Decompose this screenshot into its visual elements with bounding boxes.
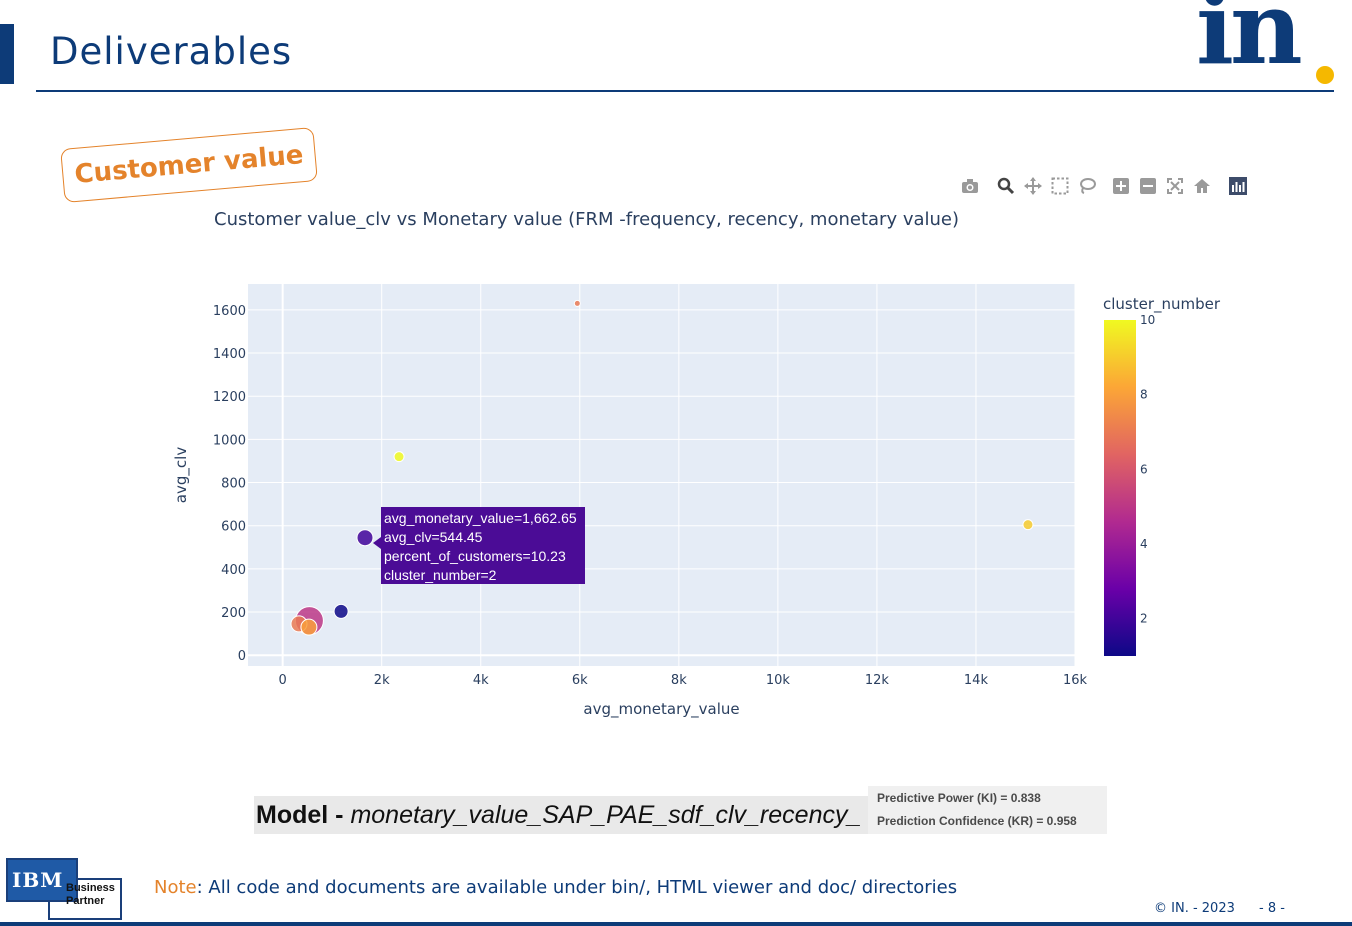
stamp-label: Customer value <box>73 140 305 190</box>
plot-area <box>248 284 1075 666</box>
chart-modebar <box>958 174 1258 198</box>
y-tick-label: 1200 <box>213 390 246 405</box>
ibm-business-partner-badge: IBM Business Partner <box>6 858 122 920</box>
model-name: monetary_value_SAP_PAE_sdf_clv_recency_ <box>350 801 862 829</box>
colorbar-tick-label: 4 <box>1140 537 1148 551</box>
note-text: : All code and documents are available u… <box>196 877 958 898</box>
hover-tooltip: avg_monetary_value=1,662.65 avg_clv=544.… <box>373 507 585 584</box>
footer-copyright: © IN. - 2023 <box>1154 901 1235 916</box>
tooltip-line-monetary: avg_monetary_value=1,662.65 <box>384 510 577 526</box>
badge-text: Business Partner <box>66 882 115 908</box>
colorbar-tick-label: 10 <box>1140 313 1155 327</box>
lasso-select-icon[interactable] <box>1075 174 1099 198</box>
x-tick-label: 12k <box>865 673 890 688</box>
reset-axes-icon[interactable] <box>1190 174 1214 198</box>
note-lead: Note <box>154 877 197 898</box>
title-accent-bar <box>0 24 14 84</box>
model-prefix: Model - <box>256 801 351 829</box>
badge-line-2: Partner <box>66 895 105 907</box>
x-axis-title: avg_monetary_value <box>583 700 739 719</box>
tooltip-line-cluster: cluster_number=2 <box>384 567 497 583</box>
zoom-icon[interactable] <box>994 174 1018 198</box>
y-tick-label: 600 <box>221 520 246 535</box>
scatter-point <box>573 299 581 307</box>
x-tick-label: 10k <box>766 673 791 688</box>
scatter-point <box>356 529 374 547</box>
x-tick-label: 6k <box>572 673 588 688</box>
chart-title: Customer value_clv vs Monetary value (FR… <box>214 209 960 230</box>
badge-line-1: Business <box>66 882 115 894</box>
customer-value-stamp: Customer value <box>60 127 318 203</box>
tooltip-line-clv: avg_clv=544.45 <box>384 529 483 545</box>
y-axis-title: avg_clv <box>172 447 191 504</box>
tooltip-arrow <box>373 537 381 549</box>
zoom-out-icon[interactable] <box>1136 174 1160 198</box>
scatter-point <box>300 618 318 636</box>
x-tick-label: 4k <box>473 673 489 688</box>
box-select-icon[interactable] <box>1048 174 1072 198</box>
x-tick-label: 0 <box>279 673 287 688</box>
pan-icon[interactable] <box>1021 174 1045 198</box>
predictive-power: Predictive Power (KI) = 0.838 <box>877 791 1041 805</box>
scatter-point <box>393 451 405 463</box>
y-tick-label: 1000 <box>213 433 246 448</box>
x-tick-label: 8k <box>671 673 687 688</box>
scatter-point <box>333 603 349 619</box>
y-tick-label: 200 <box>221 606 246 621</box>
model-label: Model - monetary_value_SAP_PAE_sdf_clv_r… <box>254 796 874 834</box>
footer-note: Note: All code and documents are availab… <box>154 877 957 898</box>
colorbar <box>1104 320 1136 656</box>
y-tick-label: 1400 <box>213 347 246 362</box>
x-tick-label: 16k <box>1063 673 1088 688</box>
zoom-in-icon[interactable] <box>1109 174 1133 198</box>
bottom-rule <box>0 922 1352 926</box>
camera-icon[interactable] <box>958 174 982 198</box>
title-divider <box>36 90 1334 92</box>
y-tick-label: 400 <box>221 563 246 578</box>
company-logo: in <box>1196 0 1344 92</box>
y-tick-label: 0 <box>238 649 246 664</box>
colorbar-tick-label: 2 <box>1140 612 1148 626</box>
colorbar-tick-label: 8 <box>1140 388 1148 402</box>
colorbar-title: cluster_number <box>1103 295 1221 314</box>
page-title: Deliverables <box>50 30 293 73</box>
y-tick-label: 1600 <box>213 304 246 319</box>
logo-dot <box>1316 66 1334 84</box>
y-tick-label: 800 <box>221 477 246 492</box>
colorbar-tick-label: 6 <box>1140 462 1148 476</box>
x-tick-label: 14k <box>964 673 989 688</box>
ibm-logo: IBM <box>6 858 78 902</box>
model-banner: Model - monetary_value_SAP_PAE_sdf_clv_r… <box>254 786 1107 834</box>
footer-page-number: - 8 - <box>1259 901 1285 916</box>
plotly-logo-icon[interactable] <box>1226 174 1250 198</box>
x-tick-label: 2k <box>374 673 390 688</box>
autoscale-icon[interactable] <box>1163 174 1187 198</box>
prediction-confidence: Prediction Confidence (KR) = 0.958 <box>877 814 1077 828</box>
scatter-point <box>1022 519 1034 531</box>
scatter-chart: 0 2k 4k 6k 8k 10k 12k 14k 16k 0 200 400 600 800 1000 12… <box>172 284 1221 719</box>
tooltip-line-percent: percent_of_customers=10.23 <box>384 548 566 564</box>
model-metrics: Predictive Power (KI) = 0.838 Prediction… <box>868 786 1107 834</box>
logo-text: in <box>1196 0 1303 87</box>
